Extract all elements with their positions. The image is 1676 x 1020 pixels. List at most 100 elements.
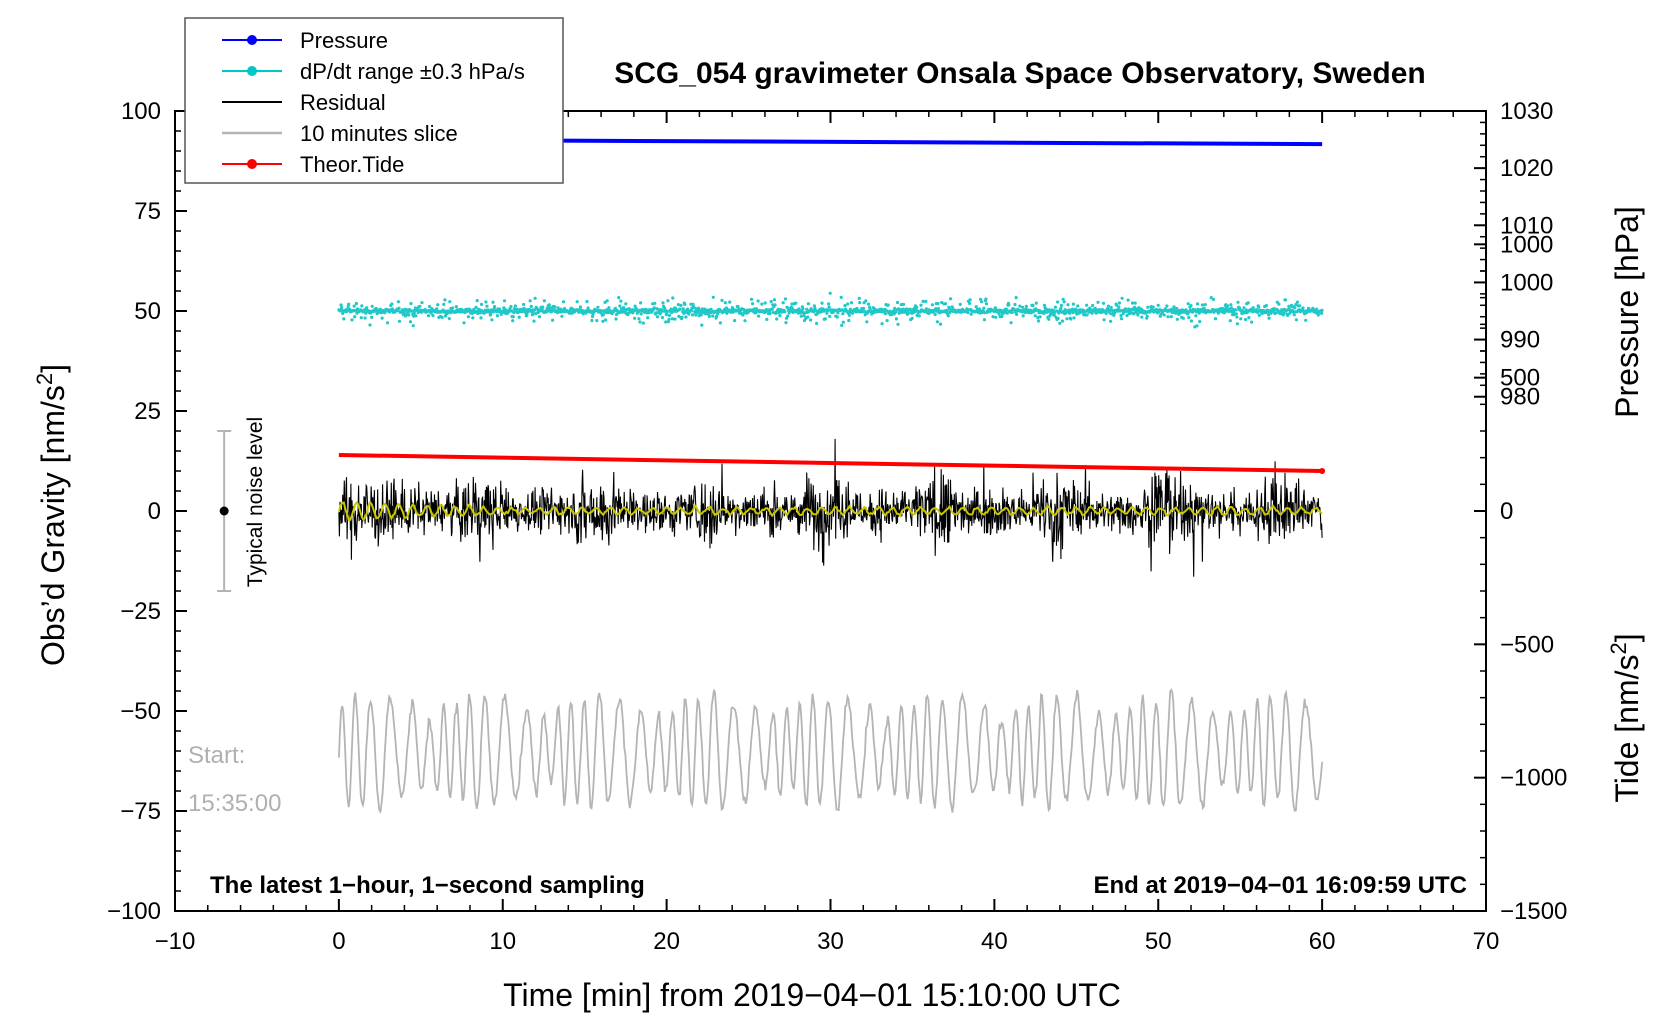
dpdt-point (1145, 314, 1149, 318)
dpdt-point (1257, 305, 1261, 309)
dpdt-point (428, 304, 432, 309)
dpdt-point (768, 311, 772, 316)
residual-smoothed-line (337, 500, 1323, 522)
dpdt-point (342, 317, 346, 321)
dpdt-point (1021, 305, 1025, 309)
dpdt-point (385, 321, 390, 325)
x-tick-label: 50 (1145, 928, 1172, 955)
dpdt-point (637, 317, 641, 321)
dpdt-point (1181, 316, 1185, 320)
dpdt-point (1283, 298, 1288, 302)
dpdt-point (966, 311, 970, 315)
dpdt-point (352, 304, 356, 308)
dpdt-point (1133, 301, 1137, 305)
dpdt-point (537, 315, 542, 319)
dpdt-point (595, 319, 599, 323)
y-left-tick-label: −100 (107, 898, 161, 925)
y-left-axis-label: Obs’d Gravity [nm/s2] (32, 364, 71, 666)
dpdt-point (736, 304, 740, 309)
dpdt-point (1236, 300, 1240, 304)
dpdt-point (1012, 307, 1017, 312)
dpdt-point (896, 322, 900, 326)
dpdt-point (763, 301, 767, 305)
dpdt-point (1287, 304, 1291, 308)
dpdt-point (435, 307, 439, 311)
dpdt-point (1115, 303, 1119, 307)
dpdt-point (848, 307, 853, 311)
dpdt-point (894, 317, 899, 321)
x-tick-label: −10 (155, 928, 196, 955)
dpdt-point (718, 321, 723, 325)
dpdt-point (847, 318, 851, 323)
dpdt-point (604, 318, 608, 322)
dpdt-point (414, 314, 418, 318)
dpdt-point (1264, 304, 1268, 308)
dpdt-point (1247, 316, 1251, 320)
dpdt-point (919, 303, 923, 307)
dpdt-point (711, 314, 715, 318)
dpdt-point (359, 316, 363, 320)
dpdt-point (397, 306, 401, 310)
dpdt-point (462, 321, 466, 325)
dpdt-point (671, 296, 675, 300)
dpdt-point (670, 317, 674, 321)
y-left-tick-label: −25 (120, 598, 161, 625)
dpdt-point (906, 311, 911, 315)
dpdt-point (846, 302, 850, 306)
dpdt-point (991, 315, 995, 319)
dpdt-point (533, 296, 537, 300)
dpdt-point (770, 307, 774, 311)
dpdt-point (749, 297, 754, 301)
dpdt-point (1062, 300, 1066, 304)
dpdt-point (603, 300, 607, 304)
dpdt-point (794, 301, 798, 305)
dpdt-point (1203, 303, 1207, 307)
annotation-bottom-right: End at 2019−04−01 16:09:59 UTC (1093, 872, 1467, 899)
dpdt-point (590, 314, 595, 319)
dpdt-point (532, 319, 536, 323)
tide-axis-ticks: 1000 500 0 −500 −1000 −1500 (1474, 231, 1567, 925)
dpdt-point (1119, 317, 1124, 321)
dpdt-point (1005, 308, 1009, 312)
dpdt-point (1242, 306, 1246, 310)
dpdt-point (1123, 307, 1127, 311)
dpdt-point (639, 312, 643, 316)
legend-marker (247, 159, 257, 169)
dpdt-point (865, 320, 869, 324)
dpdt-point (1047, 317, 1051, 321)
dpdt-point (665, 309, 670, 313)
dpdt-point (443, 314, 448, 318)
dpdt-point (1186, 302, 1190, 306)
dpdt-point (1250, 320, 1254, 324)
legend-label: Theor.Tide (300, 152, 404, 177)
dpdt-point (1085, 303, 1089, 307)
legend-label: Pressure (300, 28, 388, 53)
dpdt-point (930, 303, 935, 307)
dpdt-point (354, 301, 358, 306)
dpdt-point (431, 313, 435, 318)
dpdt-point (775, 317, 779, 321)
start-label: Start: (188, 742, 245, 769)
dpdt-point (652, 306, 656, 310)
dpdt-point (943, 302, 948, 306)
tide-label-end: ] (1609, 633, 1645, 642)
dpdt-point (883, 312, 888, 316)
dpdt-point (485, 304, 489, 308)
dpdt-point (1239, 317, 1243, 321)
dpdt-point (812, 304, 817, 308)
dpdt-point (1175, 317, 1179, 321)
dpdt-point (420, 301, 424, 305)
dpdt-point (786, 314, 790, 318)
dpdt-point (1162, 313, 1166, 317)
dpdt-point (694, 313, 698, 317)
dpdt-point (982, 306, 986, 310)
tide-end-marker (1319, 468, 1326, 474)
dpdt-point (935, 320, 940, 324)
dpdt-point (575, 300, 579, 304)
dpdt-point (1054, 309, 1059, 313)
dpdt-point (607, 306, 611, 310)
dpdt-point (560, 314, 564, 318)
dpdt-point (679, 303, 683, 307)
dpdt-point (475, 299, 479, 303)
dpdt-point (778, 314, 782, 318)
